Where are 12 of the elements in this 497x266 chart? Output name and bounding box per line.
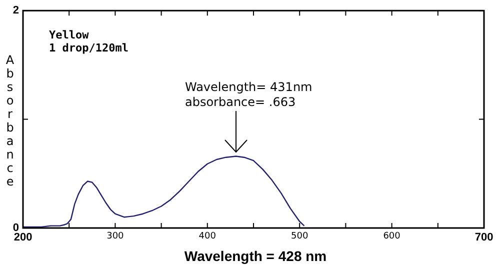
x-tick-label: 400 [198, 232, 216, 242]
x-tick-label: 200 [14, 232, 32, 244]
x-tick-label: 300 [106, 232, 124, 242]
text: 1 drop/120ml [49, 42, 128, 55]
x-tick-label: 700 [474, 232, 494, 244]
y-tick-label: 2 [12, 4, 19, 17]
x-tick-label: 500 [291, 232, 308, 242]
annotation: Wavelength= 431nm absorbance= .663 [184, 80, 312, 109]
text: Yellow [49, 28, 90, 42]
text: Absorbance [6, 53, 14, 188]
x-tick-label: 600 [383, 232, 401, 242]
x-axis-title: Wavelength = 428 nm [184, 248, 327, 264]
